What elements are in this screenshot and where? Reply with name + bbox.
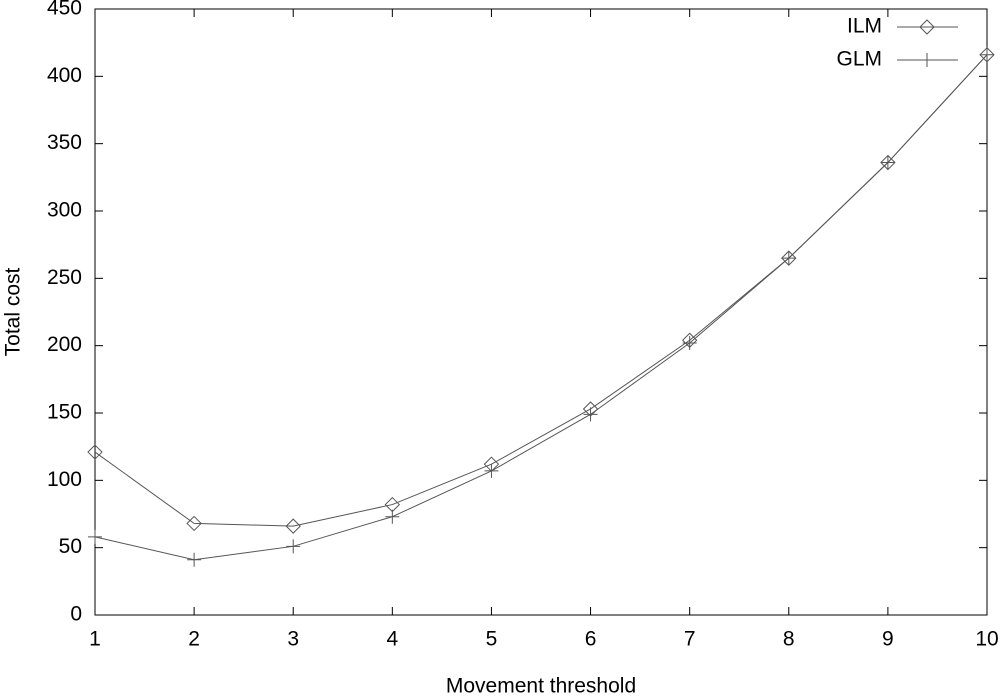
marker-diamond bbox=[979, 47, 995, 63]
series-line bbox=[94, 54, 988, 527]
marker-plus bbox=[980, 47, 994, 62]
x-tick-label: 5 bbox=[486, 628, 498, 651]
marker-diamond bbox=[285, 518, 301, 534]
y-tick-label: 400 bbox=[47, 64, 82, 87]
x-tick-label: 10 bbox=[975, 628, 998, 651]
y-tick-label: 0 bbox=[70, 603, 82, 626]
x-tick-label: 1 bbox=[89, 628, 101, 651]
x-tick-label: 4 bbox=[386, 628, 398, 651]
x-tick-label: 6 bbox=[585, 628, 597, 651]
y-tick-label: 150 bbox=[47, 401, 82, 424]
marker-diamond bbox=[186, 515, 202, 532]
marker-plus bbox=[682, 335, 697, 350]
x-tick-label: 2 bbox=[188, 628, 200, 651]
marker-plus bbox=[187, 552, 202, 567]
series-line bbox=[94, 54, 988, 561]
marker-diamond bbox=[87, 444, 103, 460]
marker-plus bbox=[88, 529, 102, 544]
x-tick-label: 9 bbox=[882, 628, 894, 651]
marker-plus bbox=[781, 251, 796, 266]
y-axis-title: Total cost bbox=[2, 267, 25, 356]
x-tick-label: 8 bbox=[783, 628, 795, 651]
y-tick-label: 450 bbox=[47, 0, 82, 20]
x-tick-label: 7 bbox=[684, 628, 696, 651]
marker-plus bbox=[583, 407, 598, 422]
marker-plus bbox=[880, 155, 895, 170]
marker-plus bbox=[484, 463, 499, 478]
y-tick-label: 350 bbox=[47, 131, 82, 154]
x-axis-title: Movement threshold bbox=[446, 675, 636, 697]
y-tick-label: 250 bbox=[47, 266, 82, 289]
plot-frame bbox=[94, 8, 988, 616]
marker-plus bbox=[920, 53, 934, 67]
x-tick-label: 3 bbox=[287, 628, 299, 651]
y-tick-label: 50 bbox=[59, 535, 82, 558]
y-tick-label: 300 bbox=[47, 199, 82, 222]
legend-label: ILM bbox=[847, 15, 882, 38]
marker-plus bbox=[385, 509, 400, 524]
marker-plus bbox=[286, 539, 301, 554]
legend-label: GLM bbox=[836, 48, 882, 71]
y-tick-label: 100 bbox=[47, 468, 82, 491]
y-tick-label: 200 bbox=[47, 333, 82, 356]
marker-diamond bbox=[919, 19, 935, 35]
